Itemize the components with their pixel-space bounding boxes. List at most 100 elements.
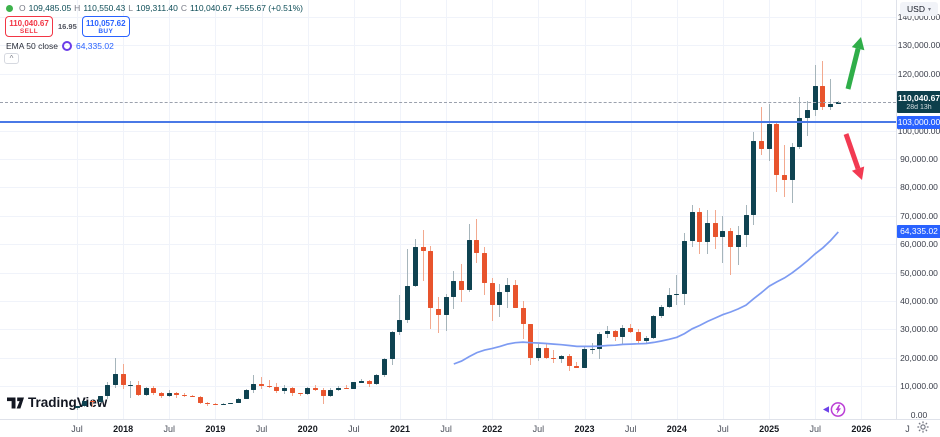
candle-wick xyxy=(507,277,509,308)
candle-body xyxy=(543,348,549,358)
current-price-line xyxy=(0,102,896,104)
indicator-loading-icon xyxy=(61,41,72,51)
candle-body xyxy=(512,285,518,308)
candle-wick xyxy=(114,358,116,389)
candle-body xyxy=(412,247,418,287)
gridline-horizontal xyxy=(0,329,896,331)
candle-wick xyxy=(807,100,809,136)
spread-value: 16.95 xyxy=(58,22,77,31)
candle-body xyxy=(251,383,257,391)
candle-wick xyxy=(830,79,832,110)
price-tick-label: 60,000.00 xyxy=(900,239,938,250)
candle-body xyxy=(628,327,634,332)
candle-wick xyxy=(176,392,178,398)
chart-pane[interactable]: TradingView O 109,485.05 H 110,550.43 L 109… xyxy=(0,0,896,419)
price-tick-label: 40,000.00 xyxy=(900,295,938,306)
time-tick-label: 2025 xyxy=(759,424,780,434)
candle-body xyxy=(235,399,241,403)
sell-button[interactable]: 110,040.67 SELL xyxy=(5,16,53,37)
time-tick-label: Jul xyxy=(624,424,637,434)
candle-body xyxy=(781,175,787,181)
gridline-vertical xyxy=(538,0,540,419)
candle-body xyxy=(705,222,711,243)
time-tick-label: J xyxy=(905,424,910,434)
indicator-value: 64,335.02 xyxy=(75,41,114,51)
price-tick-label: 10,000.00 xyxy=(900,381,938,392)
candle-body xyxy=(812,85,818,111)
candle-body xyxy=(335,387,341,390)
horizontal-price-line[interactable] xyxy=(0,121,896,124)
candle-body xyxy=(635,331,641,341)
gridline-vertical xyxy=(307,0,309,419)
gridline-vertical xyxy=(769,0,771,419)
gridline-vertical xyxy=(77,0,78,419)
gridline-vertical xyxy=(446,0,448,419)
candle-body xyxy=(205,403,211,405)
candle-body xyxy=(528,324,534,358)
candle-body xyxy=(243,390,249,400)
tradingview-watermark: TradingView xyxy=(7,395,107,410)
gridline-horizontal xyxy=(0,272,896,274)
lightning-bolt-icon xyxy=(835,404,841,415)
candle-body xyxy=(397,320,403,333)
price-tick-label: 140,000.00 xyxy=(897,12,940,23)
candle-body xyxy=(735,234,741,248)
time-axis[interactable]: Jul 2018 Jul 2019 Jul 2020 Jul 2021 Jul 2022 Jul 20… xyxy=(0,419,940,437)
time-tick-label: 2020 xyxy=(297,424,318,434)
time-tick-label: Jul xyxy=(255,424,268,434)
gridline-vertical xyxy=(492,0,494,419)
gridline-vertical xyxy=(215,0,217,419)
candle-body xyxy=(259,383,265,386)
close-value: 110,040.67 xyxy=(190,3,232,13)
candle-body xyxy=(312,387,318,391)
candle-body xyxy=(466,240,472,291)
gridline-vertical xyxy=(123,0,125,419)
indicator-legend[interactable]: EMA 50 close 64,335.02 xyxy=(6,41,114,51)
candle-body xyxy=(320,390,326,397)
price-axis[interactable]: 140,000.00 130,000.00 120,000.00 100,000.00… xyxy=(896,0,940,420)
candle-body xyxy=(220,403,226,405)
gridline-vertical xyxy=(584,0,586,419)
candle-wick xyxy=(576,362,578,369)
candle-body xyxy=(643,337,649,341)
candle-wick xyxy=(722,215,724,263)
candle-body xyxy=(297,393,303,395)
current-price-badge: 110,040.67 28d 13h xyxy=(897,91,940,114)
candle-body xyxy=(74,406,80,408)
candle-body xyxy=(697,211,703,243)
candle-body xyxy=(343,387,349,389)
candle-body xyxy=(405,286,411,321)
indicator-name: EMA 50 close xyxy=(6,41,58,51)
buy-button[interactable]: 110,057.62 BUY xyxy=(81,16,130,37)
time-tick-label: Jul xyxy=(348,424,360,434)
candle-body xyxy=(743,215,749,235)
gridline-vertical xyxy=(630,0,632,419)
gridline-horizontal xyxy=(0,17,896,19)
open-value: 109,485.05 xyxy=(28,3,72,13)
candle-body xyxy=(351,382,357,389)
candle-body xyxy=(766,123,772,150)
candle-body xyxy=(597,333,603,349)
settings-gear-icon[interactable] xyxy=(917,420,929,437)
go-to-realtime-button[interactable] xyxy=(822,401,848,423)
price-tick-label: 120,000.00 xyxy=(897,68,940,79)
candle-body xyxy=(651,316,657,338)
candle-body xyxy=(789,147,795,181)
gridline-vertical xyxy=(399,0,401,419)
candle-body xyxy=(682,240,687,294)
candle-body xyxy=(582,348,588,368)
time-tick-label: Jul xyxy=(809,424,821,434)
low-value: 109,311.40 xyxy=(135,3,178,13)
candle-body xyxy=(774,123,780,176)
price-tick-label: 80,000.00 xyxy=(900,182,938,193)
collapse-legend-button[interactable]: ^ xyxy=(4,53,19,64)
candle-body xyxy=(435,308,441,315)
candle-body xyxy=(728,231,734,248)
candle-body xyxy=(120,374,126,386)
candle-body xyxy=(366,381,372,384)
price-tick-label: 20,000.00 xyxy=(900,352,938,363)
candle-body xyxy=(143,388,149,395)
price-tick-label: 100,000.00 xyxy=(897,125,940,136)
currency-dropdown[interactable]: USD ▾ xyxy=(900,2,938,16)
